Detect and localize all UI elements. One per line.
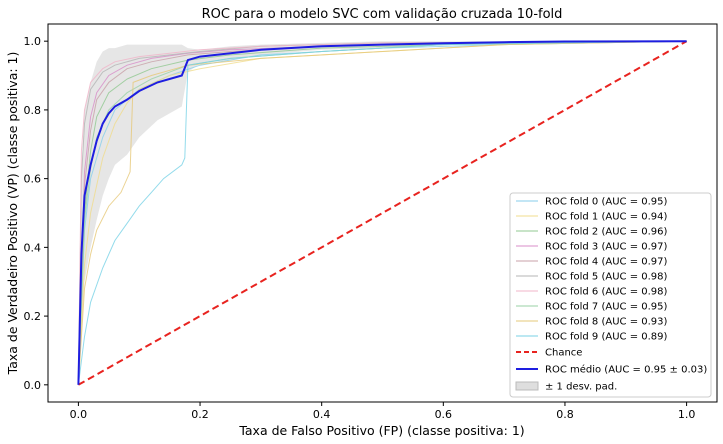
y-tick-label: 0.6 bbox=[24, 173, 42, 186]
legend-fold-0: ROC fold 0 (AUC = 0.95) bbox=[516, 197, 668, 208]
svg-text:± 1 desv. pad.: ± 1 desv. pad. bbox=[545, 382, 617, 393]
std-band bbox=[78, 41, 687, 385]
roc-fold-2-line bbox=[77, 40, 687, 385]
svg-text:ROC fold 4 (AUC = 0.97): ROC fold 4 (AUC = 0.97) bbox=[545, 257, 668, 268]
chance-line bbox=[77, 40, 688, 386]
x-tick-label: 1.0 bbox=[678, 408, 696, 421]
legend-fold-2: ROC fold 2 (AUC = 0.96) bbox=[516, 227, 668, 238]
mean-roc-line bbox=[77, 40, 687, 385]
legend-fold-4: ROC fold 4 (AUC = 0.97) bbox=[516, 257, 668, 268]
svg-text:ROC médio (AUC = 0.95 ± 0.03): ROC médio (AUC = 0.95 ± 0.03) bbox=[545, 364, 707, 376]
y-axis-label: Taxa de Verdadeiro Positivo (VP) (classe… bbox=[5, 52, 20, 376]
legend-fold-3: ROC fold 3 (AUC = 0.97) bbox=[516, 242, 668, 253]
axes-frame bbox=[47, 23, 718, 403]
legend-fold-9: ROC fold 9 (AUC = 0.89) bbox=[516, 332, 668, 343]
plot-area bbox=[77, 40, 688, 386]
svg-text:Chance: Chance bbox=[545, 348, 582, 359]
legend-fold-1: ROC fold 1 (AUC = 0.94) bbox=[516, 212, 668, 223]
svg-text:ROC fold 3 (AUC = 0.97): ROC fold 3 (AUC = 0.97) bbox=[545, 242, 668, 253]
legend-mean: ROC médio (AUC = 0.95 ± 0.03) bbox=[516, 364, 707, 376]
svg-text:ROC fold 9 (AUC = 0.89): ROC fold 9 (AUC = 0.89) bbox=[545, 332, 668, 343]
x-tick-label: 0.2 bbox=[191, 408, 209, 421]
y-tick-label: 1.0 bbox=[24, 35, 42, 48]
chart-title: ROC para o modelo SVC com validação cruz… bbox=[202, 7, 563, 22]
legend-fold-5: ROC fold 5 (AUC = 0.98) bbox=[516, 272, 668, 283]
legend: ROC fold 0 (AUC = 0.95) ROC fold 1 (AUC =… bbox=[509, 192, 712, 398]
svg-text:ROC fold 5 (AUC = 0.98): ROC fold 5 (AUC = 0.98) bbox=[545, 272, 668, 283]
legend-fold-7: ROC fold 7 (AUC = 0.95) bbox=[516, 302, 668, 313]
svg-text:ROC fold 6 (AUC = 0.98): ROC fold 6 (AUC = 0.98) bbox=[545, 287, 668, 298]
x-tick-label: 0.8 bbox=[556, 408, 574, 421]
y-tick-label: 0.8 bbox=[24, 104, 42, 117]
svg-text:ROC fold 2 (AUC = 0.96): ROC fold 2 (AUC = 0.96) bbox=[545, 227, 668, 238]
roc-fold-6-line bbox=[77, 40, 687, 385]
legend-std-band: ± 1 desv. pad. bbox=[515, 381, 617, 393]
legend-fold-8: ROC fold 8 (AUC = 0.93) bbox=[516, 317, 668, 328]
legend-box bbox=[509, 192, 712, 398]
legend-fold-6: ROC fold 6 (AUC = 0.98) bbox=[516, 287, 668, 298]
y-tick-label: 0.4 bbox=[24, 241, 42, 254]
svg-text:ROC fold 8 (AUC = 0.93): ROC fold 8 (AUC = 0.93) bbox=[545, 317, 668, 328]
y-tick-label: 0.0 bbox=[24, 379, 42, 392]
x-axis-label: Taxa de Falso Positivo (FP) (classe posi… bbox=[238, 423, 524, 438]
svg-text:ROC fold 0 (AUC = 0.95): ROC fold 0 (AUC = 0.95) bbox=[545, 197, 668, 208]
roc-fold-8-line bbox=[77, 40, 687, 385]
x-tick-label: 0.4 bbox=[313, 408, 331, 421]
legend-chance: Chance bbox=[516, 348, 582, 359]
svg-text:ROC fold 7 (AUC = 0.95): ROC fold 7 (AUC = 0.95) bbox=[545, 302, 668, 313]
axis-ticks: 0.0 0.0 0.2 0.2 0.4 0.4 0.6 0.6 0.8 0.8 1.0 1.0 bbox=[24, 35, 696, 421]
x-tick-label: 0.0 bbox=[70, 408, 88, 421]
svg-text:ROC fold 1 (AUC = 0.94): ROC fold 1 (AUC = 0.94) bbox=[545, 212, 668, 223]
roc-fold-9-line bbox=[77, 40, 687, 385]
y-tick-label: 0.2 bbox=[24, 310, 42, 323]
x-tick-label: 0.6 bbox=[435, 408, 453, 421]
